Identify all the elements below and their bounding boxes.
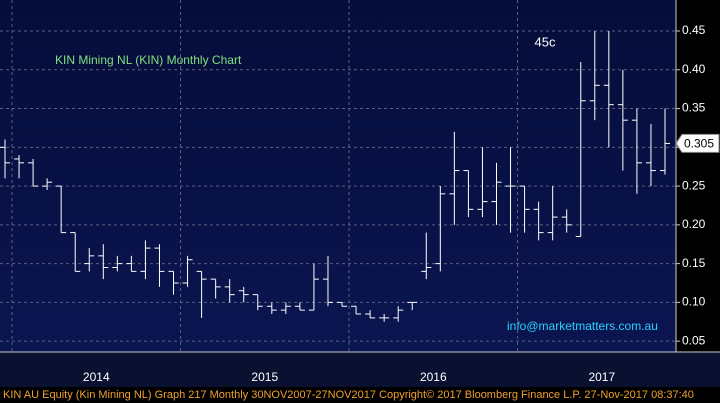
y-tick-label: 0.25 <box>682 178 706 192</box>
y-tick-label: 0.35 <box>682 101 706 115</box>
x-tick-label: 2016 <box>420 370 447 384</box>
y-tick-label: 0.40 <box>682 62 706 76</box>
last-price-box <box>675 133 720 153</box>
footer: KIN AU Equity (Kin Mining NL) Graph 217 … <box>3 389 694 401</box>
y-tick-label: 0.10 <box>682 295 706 309</box>
x-axis-area <box>0 352 720 387</box>
last-price-label: 0.305 <box>684 137 714 151</box>
email: info@marketmatters.com.au <box>507 319 658 333</box>
x-tick-label: 2015 <box>251 370 278 384</box>
axis-area <box>676 0 720 352</box>
y-tick-label: 0.45 <box>682 23 706 37</box>
y-tick-label: 0.05 <box>682 333 706 347</box>
plot-area <box>0 0 676 352</box>
y-tick-label: 0.20 <box>682 217 706 231</box>
y-tick-label: 0.15 <box>682 256 706 270</box>
x-tick-label: 2014 <box>83 370 110 384</box>
chart-title: KIN Mining NL (KIN) Monthly Chart <box>55 53 242 67</box>
x-tick-label: 2017 <box>588 370 615 384</box>
annotation: 45c <box>535 34 556 49</box>
